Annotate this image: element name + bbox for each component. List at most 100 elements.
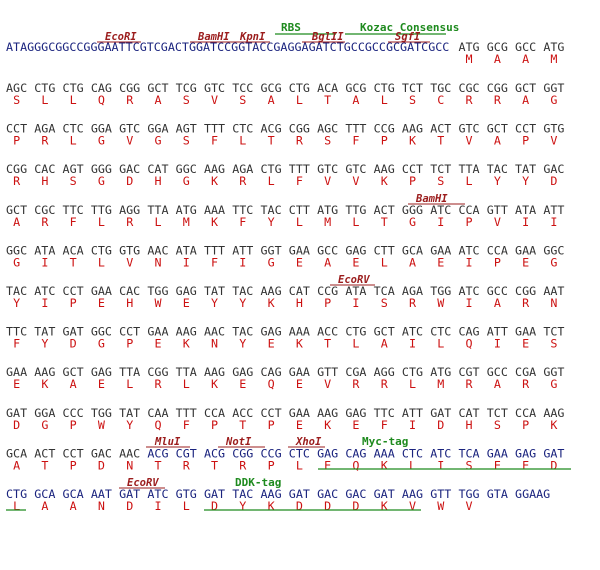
codon: CGA: [345, 365, 366, 379]
codon: ATA: [515, 203, 536, 217]
codon: TTC: [6, 325, 27, 339]
codon: CGG: [119, 81, 140, 95]
amino-acid: A: [154, 93, 161, 107]
amino-acid: T: [211, 458, 218, 472]
codon: GAA: [147, 325, 168, 339]
codon: GAC: [91, 446, 112, 460]
codon: CTC: [232, 122, 253, 136]
codon: GAG: [317, 446, 338, 460]
amino-acid: F: [13, 337, 20, 351]
codon: TCA: [458, 446, 479, 460]
codon: GAC: [543, 162, 564, 176]
amino-acid: G: [98, 337, 105, 351]
codon: TTG: [345, 203, 366, 217]
codon: CTC: [289, 446, 310, 460]
codon: ATG: [430, 365, 451, 379]
codon: GGT: [543, 81, 564, 95]
amino-acid: Q: [98, 93, 105, 107]
codon: AAG: [261, 487, 282, 501]
codon: CCT: [63, 446, 84, 460]
restriction-site-label: NotI: [225, 436, 252, 448]
codon: CCC: [63, 406, 84, 420]
amino-acid: Q: [154, 418, 161, 432]
codon: AAA: [374, 446, 395, 460]
amino-acid: A: [409, 255, 416, 269]
codon: CCT: [63, 284, 84, 298]
amino-acid: P: [268, 418, 275, 432]
amino-acid: E: [522, 337, 529, 351]
codon: ATA: [34, 243, 55, 257]
amino-acid: L: [437, 337, 444, 351]
codon: GGA: [147, 122, 168, 136]
codon: CCA: [204, 406, 225, 420]
codon: AAG: [261, 284, 282, 298]
amino-acid: I: [409, 418, 416, 432]
amino-acid: H: [296, 296, 303, 310]
codon: TAT: [204, 284, 225, 298]
amino-acid: D: [550, 174, 557, 188]
amino-acid: S: [550, 337, 557, 351]
codon: AAC: [147, 243, 168, 257]
codon: ATG: [543, 40, 564, 54]
codon: AAG: [204, 365, 225, 379]
amino-acid: E: [437, 255, 444, 269]
amino-acid: F: [352, 134, 359, 148]
amino-acid: T: [41, 458, 48, 472]
codon: GAC: [119, 162, 140, 176]
codon: AAG: [204, 162, 225, 176]
amino-acid: A: [13, 458, 20, 472]
codon: GTT: [487, 203, 508, 217]
amino-acid: M: [437, 377, 444, 391]
codon: ATG: [458, 40, 479, 54]
codon: GAG: [232, 365, 253, 379]
amino-acid: E: [324, 458, 331, 472]
codon: CAG: [261, 365, 282, 379]
codon: CCA: [487, 243, 508, 257]
amino-acid: L: [126, 377, 133, 391]
codon: TCT: [543, 325, 564, 339]
codon: GTT: [317, 365, 338, 379]
codon: TTC: [374, 406, 395, 420]
amino-acid: Y: [522, 174, 529, 188]
amino-acid: G: [183, 174, 190, 188]
amino-acid: R: [381, 377, 389, 391]
codon: CTG: [261, 162, 282, 176]
amino-acid: G: [98, 174, 105, 188]
amino-acid: T: [70, 255, 77, 269]
codon: GAA: [289, 243, 310, 257]
amino-acid: L: [98, 215, 105, 229]
feature-label: Kozac Consensus: [360, 21, 459, 34]
amino-acid: L: [268, 174, 275, 188]
amino-acid: D: [98, 458, 105, 472]
codon: CGT: [176, 446, 197, 460]
amino-acid: V: [466, 499, 473, 513]
amino-acid: E: [296, 377, 303, 391]
restriction-site-label: XhoI: [295, 436, 322, 448]
codon: GCC: [317, 243, 338, 257]
codon: ATA: [176, 243, 197, 257]
amino-acid: R: [409, 296, 417, 310]
codon: TTA: [458, 162, 479, 176]
amino-acid: L: [409, 458, 416, 472]
amino-acid: Y: [239, 337, 246, 351]
codon: AGA: [402, 284, 423, 298]
codon: CGG: [6, 162, 27, 176]
amino-acid: A: [522, 93, 529, 107]
amino-acid: W: [98, 418, 106, 432]
codon: ATT: [543, 203, 564, 217]
amino-acid: T: [324, 93, 331, 107]
codon: CAT: [458, 406, 479, 420]
amino-acid: G: [409, 215, 416, 229]
amino-acid: K: [381, 499, 388, 513]
amino-acid: Y: [126, 418, 133, 432]
amino-acid: Y: [494, 174, 501, 188]
codon: GCA: [34, 487, 55, 501]
amino-acid: W: [437, 499, 445, 513]
amino-acid: S: [494, 418, 501, 432]
amino-acid: A: [70, 377, 77, 391]
codon: CTG: [91, 243, 112, 257]
codon: TCT: [430, 162, 451, 176]
codon: GAT: [289, 487, 310, 501]
codon: CAT: [289, 284, 310, 298]
